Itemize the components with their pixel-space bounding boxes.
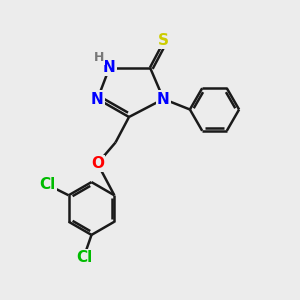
Text: S: S (158, 33, 169, 48)
Text: O: O (91, 156, 104, 171)
Text: Cl: Cl (76, 250, 92, 266)
Text: Cl: Cl (40, 177, 56, 192)
Text: H: H (94, 51, 104, 64)
Text: N: N (91, 92, 104, 106)
Text: N: N (103, 60, 116, 75)
Text: N: N (157, 92, 170, 106)
